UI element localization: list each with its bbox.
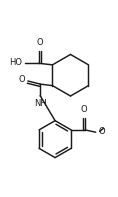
Text: O: O xyxy=(18,75,25,84)
Text: O: O xyxy=(98,127,105,136)
Text: NH: NH xyxy=(35,99,47,109)
Text: O: O xyxy=(80,106,87,114)
Text: HO: HO xyxy=(9,58,22,67)
Text: O: O xyxy=(36,38,43,47)
